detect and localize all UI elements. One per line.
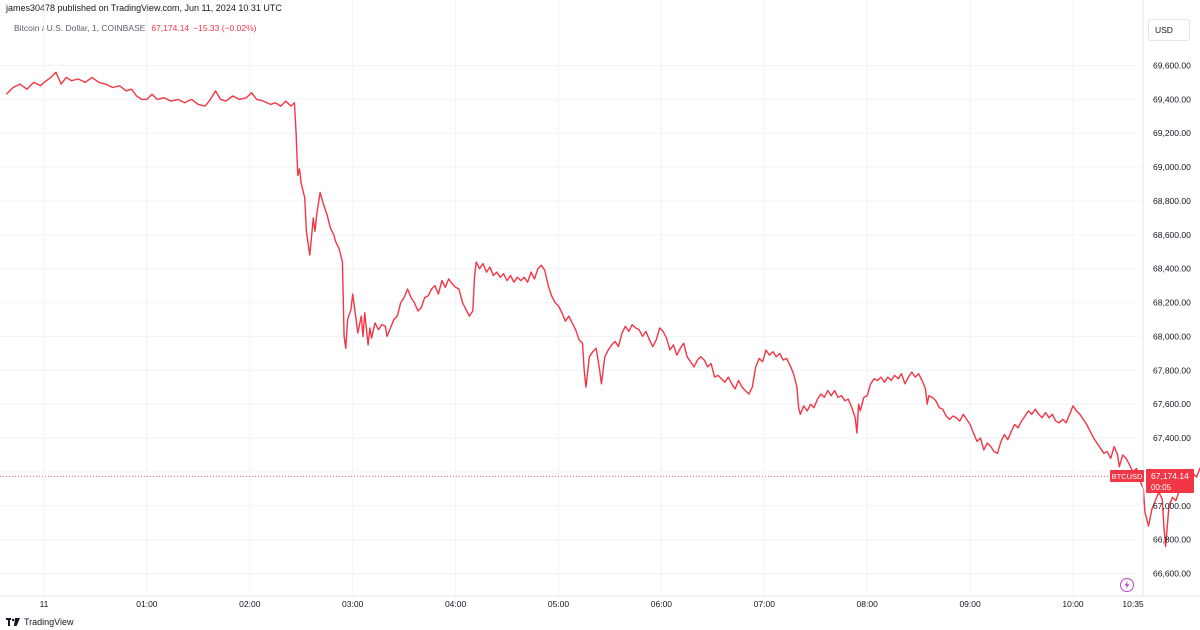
x-tick-label: 07:00 (754, 599, 776, 609)
x-tick-label: 04:00 (445, 599, 467, 609)
x-tick-label: 09:00 (959, 599, 981, 609)
x-tick-label: 08:00 (857, 599, 879, 609)
time-axis[interactable]: 11 01:00 02:00 03:00 04:00 05:00 06:00 07:00 08:… (0, 595, 1200, 609)
last-price-label: BTCUSD 67,174.14 00:05 (1110, 469, 1194, 493)
lightning-icon[interactable] (1120, 578, 1134, 592)
series-line (5, 71, 1200, 548)
x-tick-label: 03:00 (342, 599, 364, 609)
x-tick-label: 01:00 (136, 599, 158, 609)
tradingview-logo-icon (6, 618, 20, 626)
chart-grid (0, 0, 1140, 596)
y-tick-label: 68,600.00 (1153, 230, 1191, 240)
symbol-legend: Bitcoin / U.S. Dollar, 1, COINBASE 67,174… (14, 23, 256, 33)
x-tick-label: 10:35 (1122, 599, 1144, 609)
x-tick-label: 02:00 (239, 599, 261, 609)
price-badge-countdown: 00:05 (1151, 483, 1172, 492)
y-tick-label: 68,800.00 (1153, 196, 1191, 206)
y-tick-label: 66,800.00 (1153, 535, 1191, 545)
footer-brand-label: TradingView (24, 617, 74, 627)
price-badge-bg (1146, 469, 1194, 493)
currency-selector[interactable]: USD (1148, 19, 1190, 41)
footer-brand[interactable]: TradingView (6, 617, 74, 627)
y-tick-label: 69,400.00 (1153, 94, 1191, 104)
y-tick-label: 69,000.00 (1153, 162, 1191, 172)
symbol-title: Bitcoin / U.S. Dollar, 1, COINBASE (14, 23, 146, 33)
legend-change: −15.33 (−0.02%) (193, 23, 257, 33)
y-tick-label: 68,200.00 (1153, 298, 1191, 308)
price-axis[interactable]: 66,600.0066,800.0067,000.0067,200.0067,4… (1142, 0, 1191, 596)
y-tick-label: 68,400.00 (1153, 264, 1191, 274)
x-tick-label: 11 (40, 599, 49, 609)
y-tick-label: 67,400.00 (1153, 433, 1191, 443)
price-line (0, 71, 1200, 548)
x-tick-label: 06:00 (651, 599, 673, 609)
x-tick-label: 10:00 (1062, 599, 1084, 609)
x-tick-label: 05:00 (548, 599, 570, 609)
y-tick-label: 69,600.00 (1153, 61, 1191, 71)
y-tick-label: 66,600.00 (1153, 569, 1191, 579)
y-tick-label: 69,200.00 (1153, 128, 1191, 138)
publish-info: james30478 published on TradingView.com,… (6, 3, 282, 13)
price-badge-value: 67,174.14 (1151, 471, 1189, 481)
y-tick-label: 68,000.00 (1153, 331, 1191, 341)
y-tick-label: 67,800.00 (1153, 365, 1191, 375)
legend-price: 67,174.14 (151, 23, 190, 33)
ticker-badge-bg (1110, 470, 1144, 482)
y-tick-label: 67,000.00 (1153, 501, 1191, 511)
y-tick-label: 67,600.00 (1153, 399, 1191, 409)
ticker-badge: BTCUSD (1112, 472, 1143, 481)
